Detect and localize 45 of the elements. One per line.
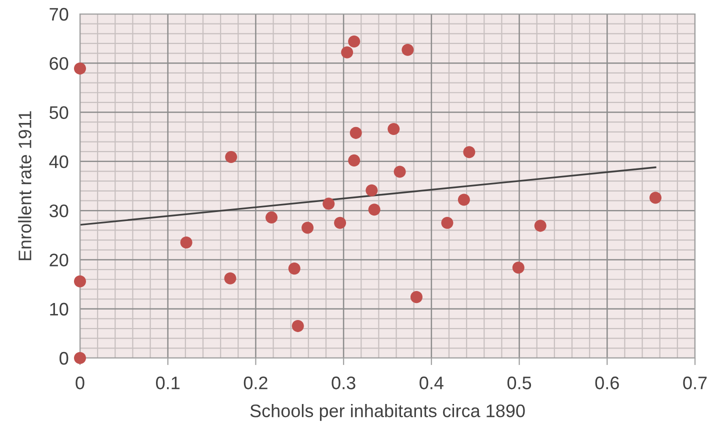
point (388, 122, 400, 136)
y-tick-label: 70 (50, 8, 68, 21)
y-tick-label: 10 (50, 302, 68, 316)
x-tick-label: 0.1 (156, 376, 180, 390)
y-tick-label: 50 (50, 106, 68, 120)
point (402, 44, 414, 56)
x-tick-label: 0.7 (683, 376, 707, 390)
point (410, 291, 423, 304)
point (302, 222, 314, 234)
x-axis-title: Schools per inhabitants circa 1890 (250, 404, 525, 421)
x-tick-label: 0.4 (420, 376, 444, 390)
point (334, 216, 346, 229)
point (368, 204, 380, 216)
point (74, 275, 86, 288)
point (348, 36, 360, 48)
x-tick-label: 0.2 (244, 376, 268, 390)
x-tick-label: 0 (76, 376, 84, 390)
point (441, 216, 454, 229)
x-tick-label: 0.3 (332, 376, 356, 390)
y-tick-label: 60 (50, 57, 68, 70)
point (322, 198, 335, 210)
point (225, 150, 238, 164)
point (348, 154, 360, 166)
y-tick-label: 20 (50, 254, 68, 266)
y-tick-label: 30 (49, 204, 68, 218)
point (288, 262, 300, 275)
point (292, 320, 304, 332)
point (74, 62, 86, 75)
y-tick-label: 0 (60, 352, 68, 365)
point (394, 166, 406, 178)
point (512, 262, 524, 274)
point (224, 272, 236, 284)
point (341, 46, 354, 58)
point (458, 194, 470, 206)
x-tick-label: 0.5 (507, 376, 532, 390)
point (649, 192, 662, 204)
y-axis-title: Enrollent rate 1911 (18, 111, 32, 260)
point (463, 146, 476, 158)
point (180, 236, 192, 249)
y-tick-label: 40 (49, 155, 68, 168)
x-tick-label: 0.6 (595, 376, 619, 390)
point (350, 126, 362, 139)
point (534, 220, 546, 232)
point (366, 184, 378, 196)
point (266, 211, 278, 224)
